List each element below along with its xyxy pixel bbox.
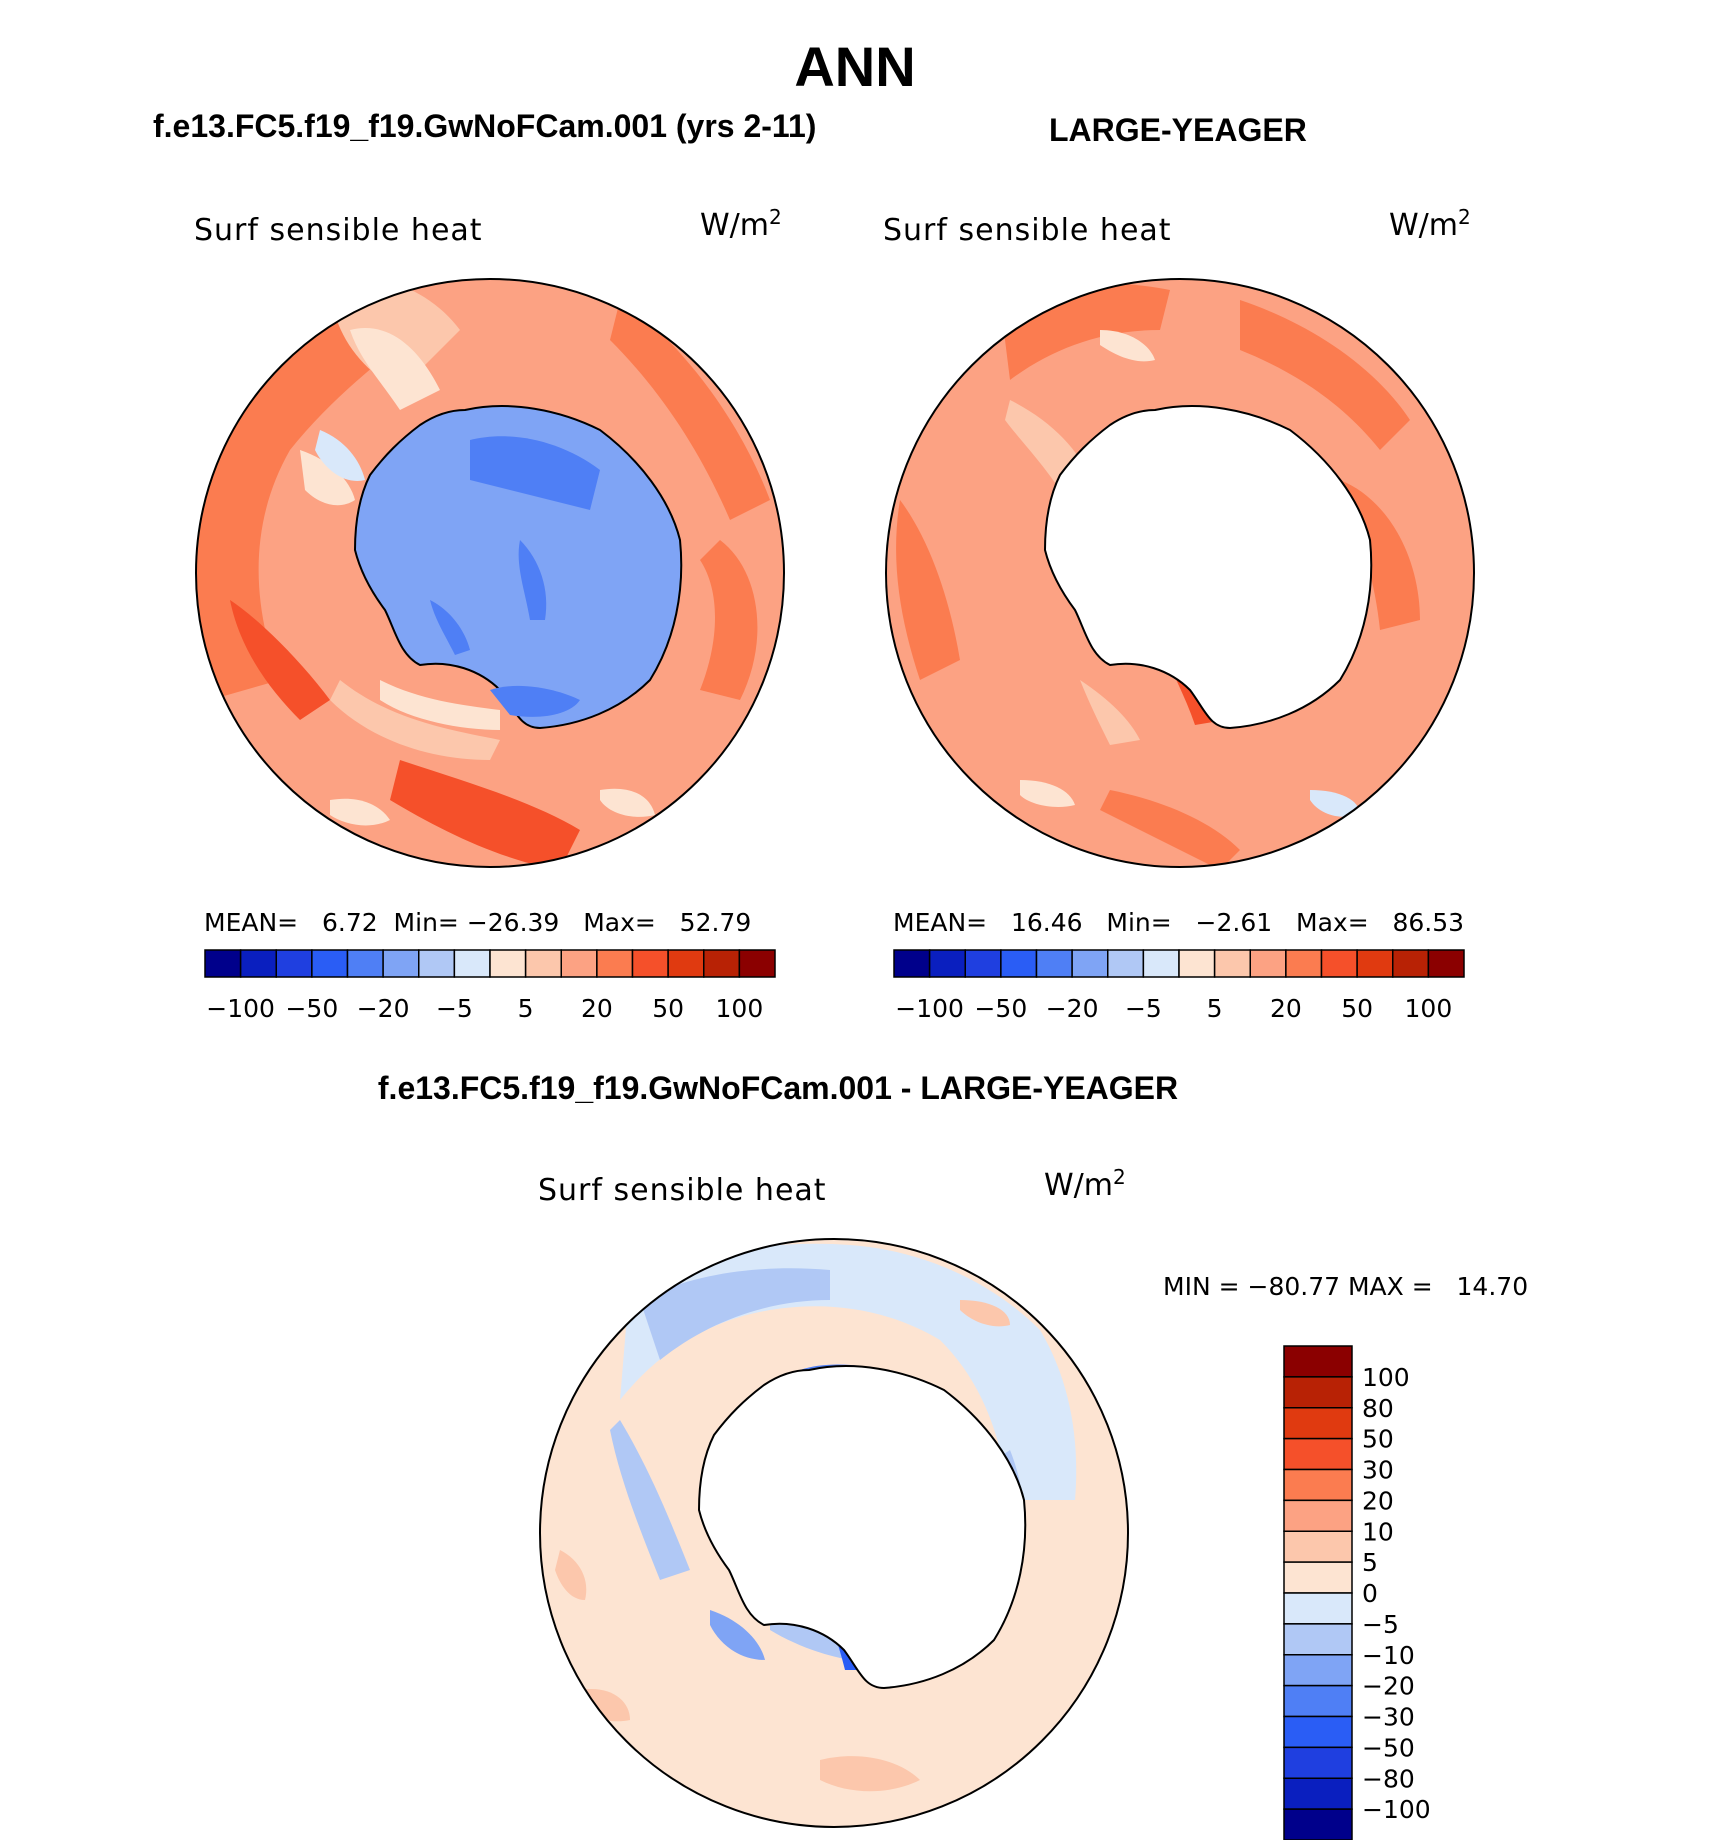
colorbar-diff-swatch — [1283, 1561, 1353, 1594]
colorbar-diff-tick-label: 100 — [1362, 1363, 1410, 1392]
colorbar-2-swatch — [1427, 949, 1465, 978]
diff-min-max: MIN = −80.77 MAX = 14.70 — [1163, 1272, 1529, 1301]
colorbar-1-swatch — [239, 949, 277, 978]
panel-1-variable-label: Surf sensible heat — [194, 213, 483, 248]
colorbar-diff-tick-label: 30 — [1362, 1456, 1394, 1485]
colorbar-diff-swatch — [1283, 1623, 1353, 1656]
colorbar-1-swatch — [560, 949, 598, 978]
colorbar-2-tick-label: −50 — [974, 994, 1027, 1023]
colorbar-2-swatch — [1392, 949, 1430, 978]
colorbar-2-tick-label: 5 — [1207, 994, 1223, 1023]
colorbar-2-tick-label: −20 — [1046, 994, 1099, 1023]
colorbar-diff-tick-label: 80 — [1362, 1394, 1394, 1423]
colorbar-diff-tick-label: −80 — [1362, 1764, 1415, 1793]
colorbar-2-tick-label: 100 — [1405, 994, 1453, 1023]
colorbar-diff-tick-label: −5 — [1362, 1610, 1399, 1639]
colorbar-diff-swatch — [1283, 1376, 1353, 1409]
colorbar-diff-tick-label: 10 — [1362, 1517, 1394, 1546]
colorbar-diff-swatch — [1283, 1808, 1353, 1840]
colorbar-1-swatch — [346, 949, 384, 978]
colorbar-2-tick-label: 20 — [1270, 994, 1302, 1023]
colorbar-2-tick-label: −100 — [895, 994, 964, 1023]
colorbar-diff-tick-label: −50 — [1362, 1733, 1415, 1762]
colorbar-1-tick-label: 50 — [652, 994, 684, 1023]
colorbar-1-tick-label: −50 — [285, 994, 338, 1023]
map-panel-2 — [885, 278, 1475, 868]
colorbar-diff-swatch — [1283, 1530, 1353, 1563]
colorbar-1-swatch — [311, 949, 349, 978]
figure-title: ANN — [794, 35, 916, 98]
colorbar-1-swatch — [703, 949, 741, 978]
colorbar-2-swatch — [1107, 949, 1145, 978]
colorbar-diff-swatch — [1283, 1407, 1353, 1440]
colorbar-diff-swatch — [1283, 1746, 1353, 1779]
panel-2-title: LARGE-YEAGER — [1049, 112, 1307, 148]
colorbar-2-tick-label: −5 — [1125, 994, 1162, 1023]
colorbar-diff-swatch — [1283, 1499, 1353, 1532]
colorbar-1-tick-label: 100 — [716, 994, 764, 1023]
colorbar-2-swatch — [1071, 949, 1109, 978]
difference-title: f.e13.FC5.f19_f19.GwNoFCam.001 - LARGE-Y… — [377, 1070, 1179, 1106]
colorbar-2-swatch — [1249, 949, 1287, 978]
colorbar-2-swatch — [928, 949, 966, 978]
map-panel-1 — [195, 278, 785, 868]
colorbar-diff-tick-label: 50 — [1362, 1425, 1394, 1454]
diff-units: W/m2 — [1044, 1165, 1126, 1203]
colorbar-1-tick-label: −20 — [357, 994, 410, 1023]
panel-1-stats: MEAN= 6.72 Min= −26.39 Max= 52.79 — [204, 908, 752, 937]
colorbar-diff-tick-label: −30 — [1362, 1703, 1415, 1732]
colorbar-1-swatch — [667, 949, 705, 978]
panel-2-stats: MEAN= 16.46 Min= −2.61 Max= 86.53 — [893, 908, 1465, 937]
colorbar-2-swatch — [1320, 949, 1358, 978]
colorbar-diff-swatch — [1283, 1777, 1353, 1810]
colorbar-1-tick-label: 20 — [581, 994, 613, 1023]
colorbar-1-swatch — [204, 949, 242, 978]
colorbar-1-tick-label: 5 — [518, 994, 534, 1023]
colorbar-1-swatch — [596, 949, 634, 978]
colorbar-2-swatch — [1000, 949, 1038, 978]
colorbar-1-swatch — [275, 949, 313, 978]
colorbar-1-tick-label: −100 — [206, 994, 275, 1023]
panel-1-units: W/m2 — [700, 205, 782, 243]
panel-2-units: W/m2 — [1389, 205, 1471, 243]
colorbar-diff-swatch — [1283, 1592, 1353, 1625]
colorbar-2-swatch — [964, 949, 1002, 978]
panel-1-title: f.e13.FC5.f19_f19.GwNoFCam.001 (yrs 2-11… — [153, 108, 817, 144]
colorbar-panel-1: −100 −50 −20 −5 5 20 50 100 — [204, 949, 776, 1023]
colorbar-1-swatch — [631, 949, 669, 978]
colorbar-diff-tick-label: −10 — [1362, 1641, 1415, 1670]
colorbar-2-swatch — [1285, 949, 1323, 978]
colorbar-diff-tick-label: 0 — [1362, 1579, 1378, 1608]
colorbar-2-swatch — [1178, 949, 1216, 978]
colorbar-1-swatch — [382, 949, 420, 978]
colorbar-diff-swatch — [1283, 1437, 1353, 1471]
colorbar-2-swatch — [1142, 949, 1180, 978]
colorbar-1-swatch — [489, 949, 527, 978]
colorbar-1-swatch — [524, 949, 562, 978]
colorbar-1-swatch — [738, 949, 776, 978]
colorbar-2-swatch — [1035, 949, 1073, 978]
colorbar-diff-tick-label: 5 — [1362, 1548, 1378, 1577]
colorbar-diff-swatch — [1283, 1468, 1353, 1502]
colorbar-2-swatch — [1213, 949, 1251, 978]
colorbar-diff-swatch — [1283, 1684, 1353, 1718]
colorbar-diff-swatch — [1283, 1345, 1353, 1378]
colorbar-1-swatch — [453, 949, 491, 978]
colorbar-1-swatch — [418, 949, 456, 978]
colorbar-diff-tick-label: −100 — [1362, 1795, 1431, 1824]
colorbar-2-swatch — [893, 949, 931, 978]
panel-2-variable-label: Surf sensible heat — [883, 213, 1172, 248]
colorbar-diff-swatch — [1283, 1654, 1353, 1687]
map-panel-difference — [539, 1238, 1129, 1828]
colorbar-diff-tick-label: −20 — [1362, 1672, 1415, 1701]
colorbar-2-tick-label: 50 — [1341, 994, 1373, 1023]
colorbar-diff-swatch — [1283, 1715, 1353, 1749]
diff-variable-label: Surf sensible heat — [538, 1173, 827, 1208]
colorbar-diff-tick-label: 20 — [1362, 1486, 1394, 1515]
colorbar-2-swatch — [1356, 949, 1394, 978]
colorbar-1-tick-label: −5 — [436, 994, 473, 1023]
colorbar-panel-2: −100 −50 −20 −5 5 20 50 100 — [893, 949, 1465, 1023]
